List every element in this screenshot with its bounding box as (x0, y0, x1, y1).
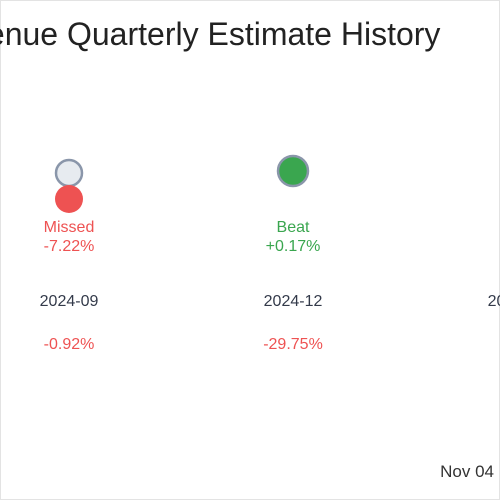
change-label: -0.92% (44, 336, 95, 353)
period-label: 2025-03 (488, 293, 500, 310)
result-label: Beat (277, 219, 310, 236)
actual-marker (55, 185, 83, 213)
result-label: Missed (44, 219, 95, 236)
period-label: 2024-12 (264, 293, 323, 310)
chart-date-label: Nov 04 (440, 462, 494, 481)
change-label: -29.75% (263, 336, 323, 353)
period-label: 2024-09 (40, 293, 99, 310)
surprise-label: -7.22% (44, 238, 95, 255)
chart-title: Revenue Quarterly Estimate History (0, 14, 500, 54)
surprise-label: +0.17% (266, 238, 321, 255)
actual-marker (276, 154, 310, 188)
estimate-marker (54, 158, 84, 188)
chart-title-text: Revenue Quarterly Estimate History (0, 16, 441, 52)
